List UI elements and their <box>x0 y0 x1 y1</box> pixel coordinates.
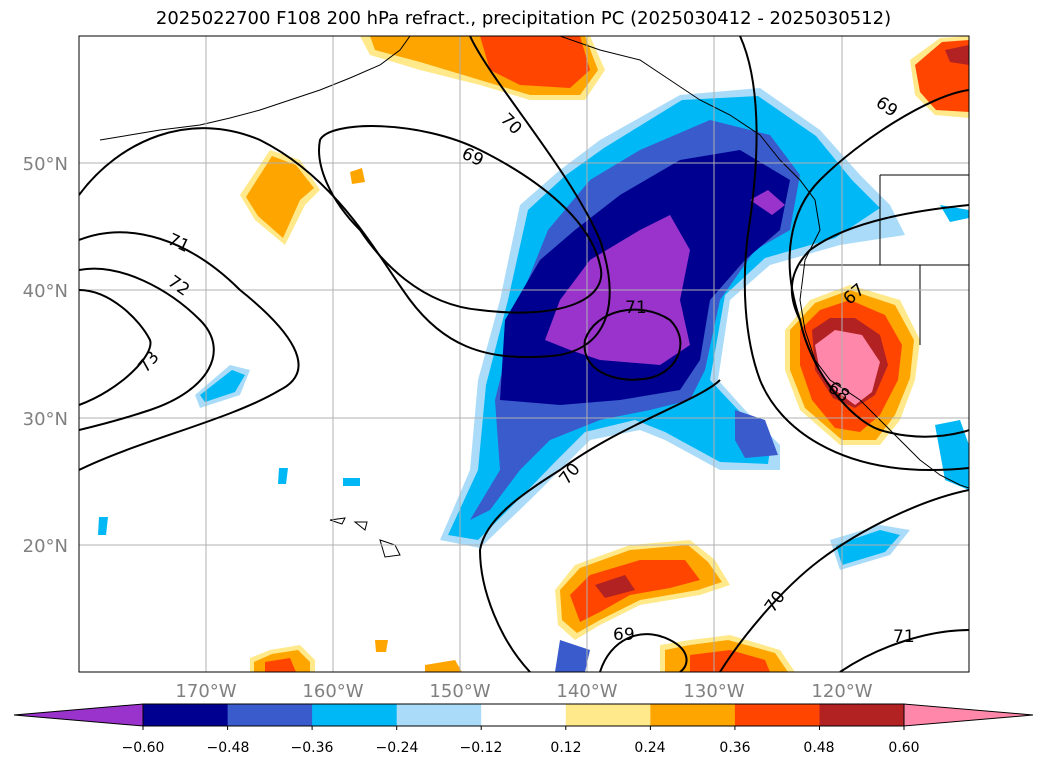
colorbar-segment <box>143 704 229 726</box>
colorbar-tick-label: 0.48 <box>803 740 834 756</box>
figure-title: 2025022700 F108 200 hPa refract., precip… <box>155 8 892 29</box>
colorbar-segment <box>481 704 567 726</box>
colorbar-tick-label: 0.24 <box>634 740 665 756</box>
lon-label-130w: 130°W <box>683 681 744 702</box>
colorbar-segment <box>227 704 313 726</box>
lat-label-40n: 40°N <box>23 281 68 302</box>
longitude-labels: 170°W 160°W 150°W 140°W 130°W 120°W <box>175 681 872 702</box>
lat-label-20n: 20°N <box>23 536 68 557</box>
negative-anomaly-region <box>98 88 969 672</box>
colorbar-extend-low <box>13 703 144 727</box>
colorbar-tick-label: 0.60 <box>888 740 919 756</box>
lon-label-120w: 120°W <box>811 681 872 702</box>
lat-label-30n: 30°N <box>23 409 68 430</box>
lon-label-170w: 170°W <box>175 681 236 702</box>
colorbar-tick-label: −0.24 <box>376 740 419 756</box>
colorbar-tick-label: −0.48 <box>207 740 250 756</box>
colorbar-segment <box>650 704 736 726</box>
colorbar-segment <box>565 704 651 726</box>
colorbar-segment <box>819 704 905 726</box>
contour-label: 71 <box>893 627 915 647</box>
colorbar-tick-label: −0.12 <box>460 740 503 756</box>
colorbar-tick-label: −0.60 <box>122 740 165 756</box>
colorbar-segment <box>396 704 482 726</box>
latitude-labels: 50°N 40°N 30°N 20°N <box>23 154 68 557</box>
refractivity-contours <box>79 36 969 672</box>
contour-label: 69 <box>613 625 635 645</box>
positive-anomaly-region <box>240 36 969 672</box>
lon-label-150w: 150°W <box>429 681 490 702</box>
colorbar-tick-labels: −0.60 −0.48 −0.36 −0.24 −0.12 0.12 0.24 … <box>122 740 920 756</box>
colorbar <box>13 703 1034 730</box>
graticule <box>79 36 969 672</box>
colorbar-segment <box>312 704 398 726</box>
contour-label: 71 <box>625 298 647 318</box>
lon-label-160w: 160°W <box>302 681 363 702</box>
colorbar-tick-label: 0.36 <box>719 740 750 756</box>
lon-label-140w: 140°W <box>556 681 617 702</box>
lat-label-50n: 50°N <box>23 154 68 175</box>
colorbar-extend-high <box>903 703 1034 727</box>
colorbar-tick-label: −0.36 <box>291 740 334 756</box>
colorbar-tick-label: 0.12 <box>550 740 581 756</box>
map-panel: 70 69 71 72 73 71 67 68 70 69 70 71 69 <box>79 36 969 672</box>
map-frame <box>78 35 970 673</box>
colorbar-outline <box>142 703 905 727</box>
colorbar-segment <box>734 704 820 726</box>
